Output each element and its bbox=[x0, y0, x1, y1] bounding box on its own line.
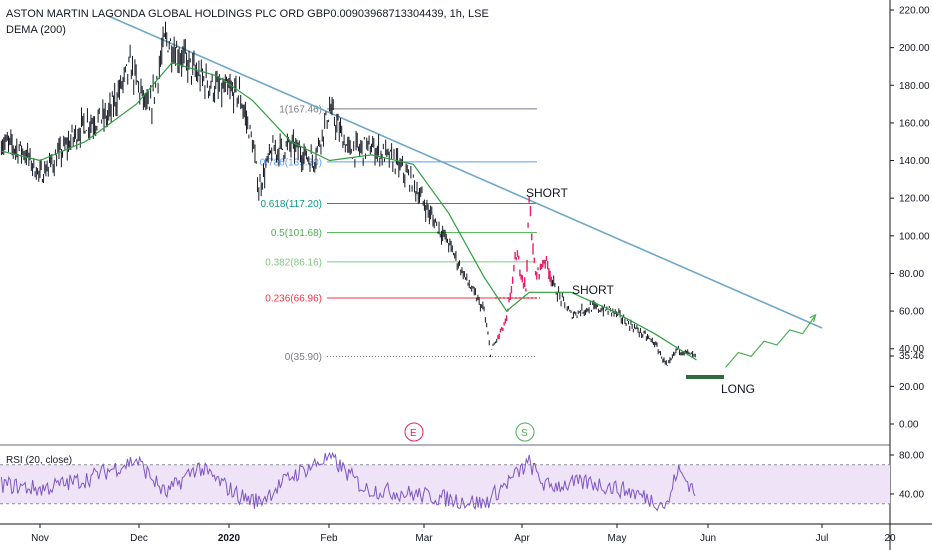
long-entry-bar[interactable] bbox=[686, 375, 724, 379]
rsi-line[interactable] bbox=[0, 451, 696, 512]
earnings-marker-label: E bbox=[410, 428, 417, 439]
price-axis-label: 20.00 bbox=[899, 382, 924, 393]
price-axis-label: 160.00 bbox=[899, 118, 930, 129]
time-axis-label: Apr bbox=[514, 533, 530, 544]
price-axis-label: 140.00 bbox=[899, 156, 930, 167]
time-axis-label: Dec bbox=[130, 533, 148, 544]
price-axis-label: 200.00 bbox=[899, 43, 930, 54]
price-axis-label: 0.00 bbox=[899, 420, 919, 431]
fib-level-label: 0(35.90) bbox=[285, 352, 322, 363]
price-axis-label: 100.00 bbox=[899, 231, 930, 242]
rsi-legend[interactable]: RSI (20, close) bbox=[6, 455, 73, 466]
price-axis-label: 180.00 bbox=[899, 81, 930, 92]
short-annotation-1: SHORT bbox=[526, 186, 568, 200]
fib-level-label: 0.382(86.16) bbox=[265, 257, 322, 268]
long-annotation: LONG bbox=[721, 382, 755, 396]
time-axis-label: Jun bbox=[700, 533, 716, 544]
projection-arrowhead bbox=[809, 313, 817, 323]
trendline[interactable] bbox=[107, 14, 823, 329]
last-price-label: 35.46 bbox=[899, 351, 924, 362]
fib-level-label: 0.5(101.68) bbox=[271, 228, 322, 239]
fib-level-label: 0.618(117.20) bbox=[260, 199, 322, 210]
short-annotation-2: SHORT bbox=[572, 283, 614, 297]
main-pane[interactable] bbox=[0, 0, 890, 444]
split-marker-circle[interactable] bbox=[515, 422, 535, 442]
split-marker[interactable]: S bbox=[515, 422, 535, 442]
chart-title: ASTON MARTIN LAGONDA GLOBAL HOLDINGS PLC… bbox=[6, 8, 489, 20]
dema-legend[interactable]: DEMA (200) bbox=[6, 24, 66, 36]
earnings-marker[interactable]: E bbox=[404, 422, 424, 442]
time-axis-label: May bbox=[608, 533, 627, 544]
time-axis-label: 2020 bbox=[218, 533, 241, 544]
fib-level-label: 1(167.46) bbox=[279, 104, 322, 115]
fib-level-label: 0.786(139.30) bbox=[260, 157, 322, 168]
price-axis-label: 80.00 bbox=[899, 269, 924, 280]
split-marker-label: S bbox=[521, 428, 528, 439]
time-axis-label: Feb bbox=[320, 533, 338, 544]
price-axis-label: 120.00 bbox=[899, 194, 930, 205]
price-axis-label: 60.00 bbox=[899, 307, 924, 318]
earnings-marker-circle[interactable] bbox=[404, 422, 424, 442]
time-axis-label: Jul bbox=[816, 533, 829, 544]
price-axis-label: 220.00 bbox=[899, 6, 930, 17]
time-axis-label: Mar bbox=[415, 533, 433, 544]
time-axis-label: Nov bbox=[31, 533, 49, 544]
rsi-axis-label: 80.00 bbox=[899, 451, 924, 462]
fib-level-label: 0.236(66.96) bbox=[265, 293, 322, 304]
rsi-axis-label: 40.00 bbox=[899, 490, 924, 501]
projection-path[interactable] bbox=[725, 314, 817, 368]
price-axis-label: 40.00 bbox=[899, 344, 924, 355]
time-axis-label: 20 bbox=[884, 533, 896, 544]
dema-line[interactable] bbox=[1, 62, 697, 361]
